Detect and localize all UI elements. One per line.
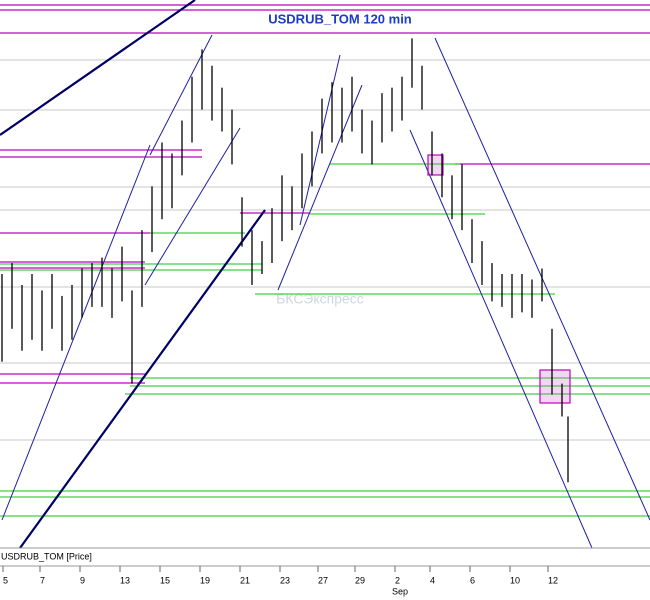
x-tick-label: 10 bbox=[510, 575, 520, 585]
x-tick-label: 7 bbox=[40, 575, 45, 585]
x-tick-label: 29 bbox=[355, 575, 365, 585]
legend-label: USDRUB_TOM [Price] bbox=[1, 551, 92, 561]
x-tick-label: 13 bbox=[120, 575, 130, 585]
x-tick-label: 5 bbox=[3, 575, 8, 585]
x-tick-label: 2 bbox=[395, 575, 400, 585]
month-label: Sep bbox=[392, 586, 408, 596]
x-tick-label: 23 bbox=[280, 575, 290, 585]
x-tick-label: 27 bbox=[318, 575, 328, 585]
x-tick-label: 9 bbox=[80, 575, 85, 585]
x-tick-label: 4 bbox=[430, 575, 435, 585]
watermark: БКСЭкспресс bbox=[276, 291, 364, 307]
x-tick-label: 12 bbox=[548, 575, 558, 585]
x-tick-label: 15 bbox=[160, 575, 170, 585]
x-axis: 5 7 9 13 15 19 21 23 27 29 2 4 6 10 12 bbox=[2, 566, 558, 585]
x-tick-label: 6 bbox=[470, 575, 475, 585]
x-tick-label: 19 bbox=[200, 575, 210, 585]
x-tick-label: 21 bbox=[240, 575, 250, 585]
chart-title: USDRUB_TOM 120 min bbox=[268, 11, 412, 26]
bars bbox=[1, 38, 569, 483]
levels bbox=[0, 0, 650, 549]
